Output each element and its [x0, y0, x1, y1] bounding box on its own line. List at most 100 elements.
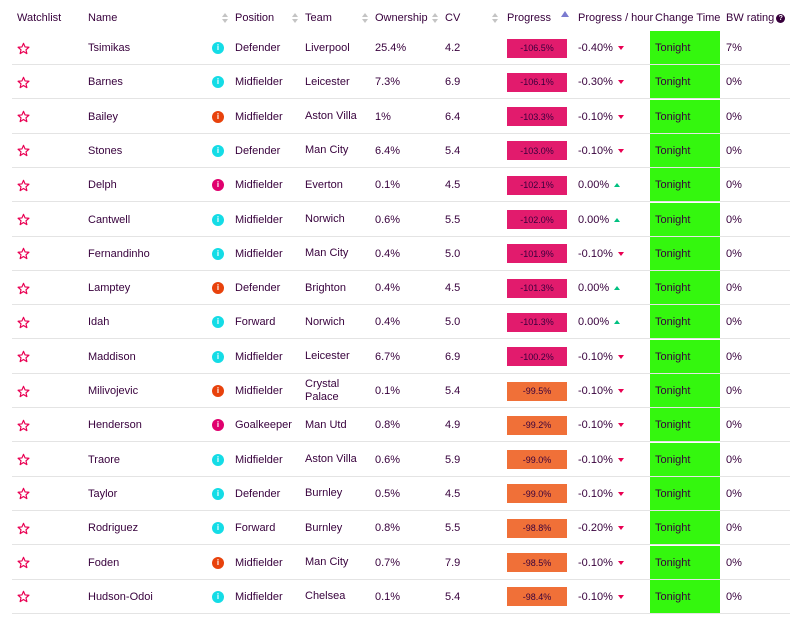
- table-row[interactable]: Fernandinho i Midfielder Man City 0.4% 5.0 -10…: [0, 236, 800, 271]
- player-ownership: 6.7%: [375, 350, 401, 363]
- table-row[interactable]: Milivojevic i Midfielder Crystal PalaceCrys…: [0, 374, 800, 408]
- bw-rating: 0%: [726, 282, 742, 295]
- player-name[interactable]: Delph: [88, 179, 117, 192]
- team-name: Norwich: [305, 315, 345, 328]
- column-name[interactable]: Name: [88, 12, 118, 24]
- sort-cv-icon[interactable]: [492, 13, 500, 27]
- player-ownership: 0.8%: [375, 522, 401, 535]
- watchlist-star-icon[interactable]: [17, 168, 31, 202]
- sort-ascending-icon[interactable]: [561, 11, 569, 17]
- status-info-icon[interactable]: i: [212, 237, 224, 271]
- watchlist-star-icon[interactable]: [17, 546, 31, 580]
- sort-team-icon[interactable]: [362, 13, 370, 27]
- table-row[interactable]: Barnes i Midfielder Leicester 7.3% 6.9 -106.1%…: [0, 65, 800, 100]
- table-row[interactable]: Bailey i Midfielder Aston Villa 1% 6.4 -103.3%…: [0, 99, 800, 134]
- status-info-icon[interactable]: i: [212, 546, 224, 580]
- status-info-icon[interactable]: i: [212, 443, 224, 477]
- watchlist-star-icon[interactable]: [17, 305, 31, 339]
- player-name[interactable]: Idah: [88, 316, 110, 329]
- progress-badge: -103.3%: [507, 107, 567, 127]
- player-name[interactable]: Fernandinho: [88, 247, 150, 260]
- table-row[interactable]: Traore i Midfielder Aston Villa 0.6% 5.9 -99.0…: [0, 442, 800, 477]
- progress-hour-value: -0.10%: [578, 487, 613, 500]
- sort-position-icon[interactable]: [292, 13, 300, 27]
- status-info-icon[interactable]: i: [212, 168, 224, 202]
- watchlist-star-icon[interactable]: [17, 511, 31, 545]
- status-info-icon[interactable]: i: [212, 203, 224, 237]
- player-position: Goalkeeper: [235, 419, 292, 432]
- progress-hour-cell: -0.10%: [578, 340, 624, 374]
- status-info-icon[interactable]: i: [212, 65, 224, 99]
- sort-name-icon[interactable]: [222, 13, 230, 27]
- status-info-icon[interactable]: i: [212, 305, 224, 339]
- player-name[interactable]: Maddison: [88, 350, 136, 363]
- table-row[interactable]: Lamptey i Defender Brighton 0.4% 4.5 -101.3% 0.…: [0, 271, 800, 306]
- watchlist-star-icon[interactable]: [17, 65, 31, 99]
- player-name[interactable]: Barnes: [88, 76, 123, 89]
- status-info-icon[interactable]: i: [212, 374, 224, 408]
- column-position[interactable]: Position: [235, 12, 275, 24]
- status-info-icon[interactable]: i: [212, 580, 224, 614]
- column-cv[interactable]: CV: [445, 12, 461, 24]
- watchlist-star-icon[interactable]: [17, 580, 31, 614]
- column-ownership[interactable]: Ownership: [375, 12, 428, 24]
- watchlist-star-icon[interactable]: [17, 237, 31, 271]
- player-name[interactable]: Stones: [88, 144, 123, 157]
- progress-cell: -99.2%: [507, 408, 567, 442]
- player-name[interactable]: Milivojevic: [88, 385, 139, 397]
- player-name[interactable]: Bailey: [88, 110, 118, 123]
- watchlist-star-icon[interactable]: [17, 477, 31, 511]
- player-name[interactable]: Henderson: [88, 419, 142, 432]
- column-team[interactable]: Team: [305, 12, 332, 24]
- player-name[interactable]: Hudson-Odoi: [88, 590, 153, 603]
- table-row[interactable]: Hudson-Odoi i Midfielder Chelsea 0.1% 5.4 -98.…: [0, 579, 800, 614]
- status-info-icon[interactable]: i: [212, 477, 224, 511]
- table-row[interactable]: Tsimikas i Defender Liverpool 25.4% 4.2 -106.5…: [0, 31, 800, 65]
- status-info-icon[interactable]: i: [212, 511, 224, 545]
- row-divider: [12, 269, 790, 271]
- table-row[interactable]: Foden i Midfielder Man City 0.7% 7.9 -98.5% -0.…: [0, 545, 800, 580]
- status-dot: i: [212, 282, 224, 295]
- player-name[interactable]: Traore: [88, 453, 120, 466]
- player-name[interactable]: Taylor: [88, 487, 118, 500]
- watchlist-star-icon[interactable]: [17, 31, 31, 65]
- table-row[interactable]: Rodriguez i Forward Burnley 0.8% 5.5 -98.8% -0.…: [0, 511, 800, 546]
- player-name[interactable]: Foden: [88, 556, 120, 569]
- watchlist-star-icon[interactable]: [17, 374, 31, 408]
- watchlist-star-icon[interactable]: [17, 271, 31, 305]
- player-team: Burnley: [305, 477, 342, 511]
- progress-hour-cell: -0.10%: [578, 580, 624, 614]
- table-row[interactable]: Idah i Forward Norwich 0.4% 5.0 -101.3% 0.00% To…: [0, 305, 800, 340]
- status-info-icon[interactable]: i: [212, 100, 224, 134]
- player-name[interactable]: Rodriguez: [88, 522, 139, 535]
- table-row[interactable]: Stones i Defender Man City 6.4% 5.4 -103.0% -0.…: [0, 133, 800, 168]
- column-bw-rating[interactable]: BW rating?: [726, 12, 786, 24]
- table-row[interactable]: Henderson i Goalkeeper Man Utd 0.8% 4.9 -99.2%…: [0, 408, 800, 443]
- player-name[interactable]: Cantwell: [88, 213, 131, 226]
- column-progress-hour[interactable]: Progress / hour: [578, 12, 654, 24]
- table-row[interactable]: Delph i Midfielder Everton 0.1% 4.5 -102.1% 0.0…: [0, 168, 800, 203]
- player-name[interactable]: Tsimikas: [88, 42, 131, 54]
- column-progress[interactable]: Progress: [507, 12, 552, 24]
- column-change-time[interactable]: Change Time: [655, 12, 721, 24]
- player-name[interactable]: Lamptey: [88, 282, 131, 295]
- watchlist-star-icon[interactable]: [17, 134, 31, 168]
- table-row[interactable]: Cantwell i Midfielder Norwich 0.6% 5.5 -102.0%…: [0, 202, 800, 237]
- status-info-icon[interactable]: i: [212, 340, 224, 374]
- column-watchlist[interactable]: Watchlist: [17, 12, 62, 24]
- player-cv: 5.4: [445, 144, 461, 157]
- watchlist-star-icon[interactable]: [17, 340, 31, 374]
- table-row[interactable]: Taylor i Defender Burnley 0.5% 4.5 -99.0% -0.10…: [0, 476, 800, 511]
- watchlist-star-icon[interactable]: [17, 203, 31, 237]
- trend-down-icon: [617, 354, 624, 359]
- status-info-icon[interactable]: i: [212, 134, 224, 168]
- watchlist-star-icon[interactable]: [17, 100, 31, 134]
- status-info-icon[interactable]: i: [212, 408, 224, 442]
- sort-ownership-icon[interactable]: [432, 13, 440, 27]
- watchlist-star-icon[interactable]: [17, 408, 31, 442]
- status-info-icon[interactable]: i: [212, 271, 224, 305]
- help-icon[interactable]: ?: [776, 14, 786, 23]
- watchlist-star-icon[interactable]: [17, 443, 31, 477]
- status-info-icon[interactable]: i: [212, 31, 224, 65]
- table-row[interactable]: Maddison i Midfielder Leicester 6.7% 6.9 -100.…: [0, 339, 800, 374]
